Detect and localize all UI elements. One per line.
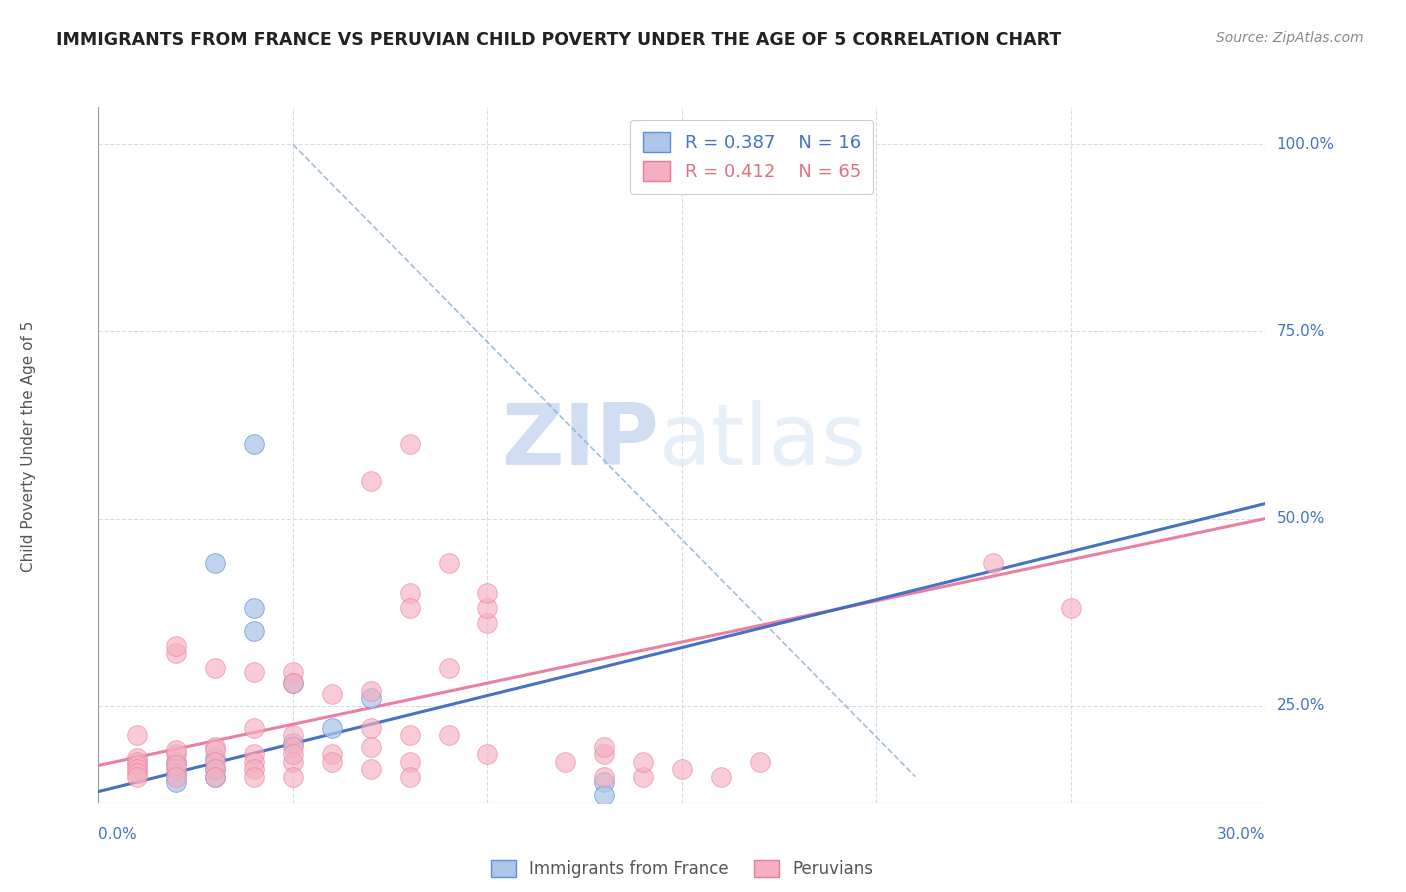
- Point: [204, 743, 226, 757]
- Point: [321, 747, 343, 761]
- Point: [165, 767, 187, 781]
- Point: [127, 765, 149, 780]
- Point: [360, 739, 382, 754]
- Point: [593, 739, 616, 754]
- Point: [748, 755, 770, 769]
- Text: 30.0%: 30.0%: [1218, 827, 1265, 841]
- Point: [243, 755, 266, 769]
- Point: [360, 474, 382, 488]
- Point: [477, 747, 499, 761]
- Point: [243, 624, 266, 638]
- Point: [165, 639, 187, 653]
- Point: [631, 755, 654, 769]
- Point: [204, 661, 226, 675]
- Point: [321, 721, 343, 735]
- Point: [398, 729, 420, 743]
- Point: [243, 665, 266, 679]
- Point: [204, 751, 226, 765]
- Point: [165, 755, 187, 769]
- Point: [437, 557, 460, 571]
- Point: [165, 758, 187, 772]
- Point: [127, 729, 149, 743]
- Point: [398, 601, 420, 615]
- Point: [710, 770, 733, 784]
- Point: [281, 755, 304, 769]
- Point: [593, 747, 616, 761]
- Point: [1060, 601, 1083, 615]
- Point: [281, 736, 304, 750]
- Point: [477, 586, 499, 600]
- Point: [437, 729, 460, 743]
- Point: [593, 770, 616, 784]
- Text: Source: ZipAtlas.com: Source: ZipAtlas.com: [1216, 31, 1364, 45]
- Point: [165, 646, 187, 660]
- Point: [243, 436, 266, 450]
- Point: [281, 739, 304, 754]
- Text: 50.0%: 50.0%: [1277, 511, 1324, 526]
- Point: [243, 721, 266, 735]
- Text: Child Poverty Under the Age of 5: Child Poverty Under the Age of 5: [21, 320, 35, 572]
- Point: [281, 676, 304, 690]
- Point: [127, 758, 149, 772]
- Point: [398, 586, 420, 600]
- Point: [437, 661, 460, 675]
- Point: [321, 755, 343, 769]
- Legend: Immigrants from France, Peruvians: Immigrants from France, Peruvians: [484, 854, 880, 885]
- Point: [360, 721, 382, 735]
- Point: [127, 755, 149, 769]
- Point: [593, 775, 616, 789]
- Point: [204, 762, 226, 776]
- Text: 25.0%: 25.0%: [1277, 698, 1324, 713]
- Point: [671, 762, 693, 776]
- Point: [281, 676, 304, 690]
- Point: [281, 770, 304, 784]
- Point: [204, 755, 226, 769]
- Point: [360, 683, 382, 698]
- Point: [204, 770, 226, 784]
- Point: [165, 747, 187, 761]
- Point: [243, 762, 266, 776]
- Point: [243, 747, 266, 761]
- Point: [398, 436, 420, 450]
- Point: [360, 762, 382, 776]
- Point: [281, 729, 304, 743]
- Point: [554, 755, 576, 769]
- Point: [165, 770, 187, 784]
- Text: 0.0%: 0.0%: [98, 827, 138, 841]
- Text: ZIP: ZIP: [501, 400, 658, 483]
- Point: [398, 755, 420, 769]
- Point: [360, 691, 382, 706]
- Point: [281, 665, 304, 679]
- Point: [398, 770, 420, 784]
- Point: [165, 775, 187, 789]
- Point: [477, 616, 499, 631]
- Point: [165, 762, 187, 776]
- Point: [321, 687, 343, 701]
- Point: [593, 789, 616, 803]
- Point: [981, 557, 1004, 571]
- Point: [631, 770, 654, 784]
- Point: [204, 557, 226, 571]
- Point: [204, 762, 226, 776]
- Point: [477, 601, 499, 615]
- Text: 100.0%: 100.0%: [1277, 137, 1334, 152]
- Point: [281, 747, 304, 761]
- Point: [204, 739, 226, 754]
- Point: [127, 770, 149, 784]
- Text: atlas: atlas: [658, 400, 866, 483]
- Point: [127, 762, 149, 776]
- Text: 75.0%: 75.0%: [1277, 324, 1324, 339]
- Point: [127, 751, 149, 765]
- Point: [165, 743, 187, 757]
- Point: [243, 601, 266, 615]
- Point: [243, 770, 266, 784]
- Text: IMMIGRANTS FROM FRANCE VS PERUVIAN CHILD POVERTY UNDER THE AGE OF 5 CORRELATION : IMMIGRANTS FROM FRANCE VS PERUVIAN CHILD…: [56, 31, 1062, 49]
- Point: [204, 770, 226, 784]
